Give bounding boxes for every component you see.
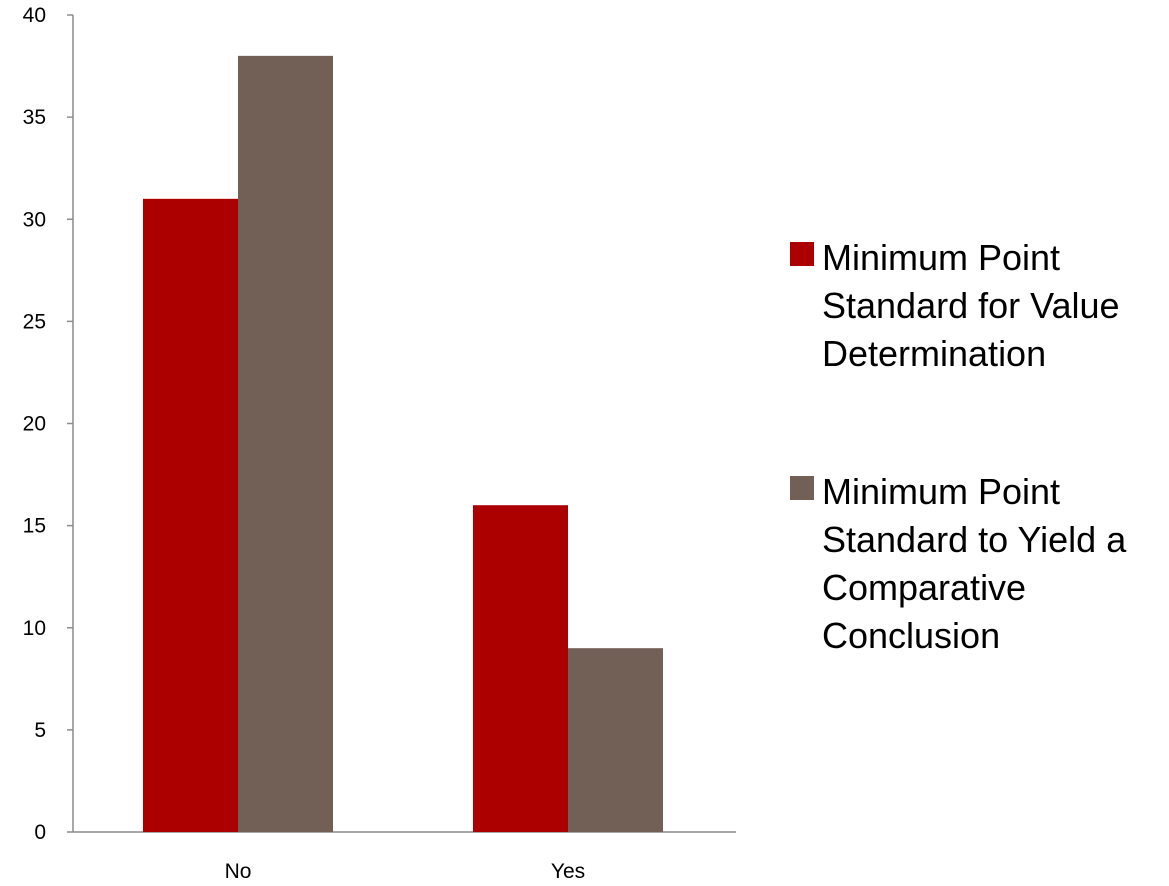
legend: Minimum Point Standard for Value Determina…	[790, 237, 1127, 656]
y-tick-label: 10	[23, 617, 46, 640]
legend-label: Standard to Yield a	[822, 519, 1127, 560]
x-tick-label: No	[225, 860, 252, 883]
legend-swatch	[790, 242, 814, 266]
bar-yes-series-1	[473, 505, 568, 832]
y-tick-label: 35	[23, 106, 46, 129]
bars	[143, 55, 663, 833]
legend-label: Standard for Value	[822, 285, 1120, 326]
legend-label: Minimum Point	[822, 471, 1060, 512]
y-tick-label: 30	[23, 208, 46, 231]
bar-yes-series-2	[568, 648, 663, 832]
legend-label: Minimum Point	[822, 237, 1060, 278]
legend-label: Comparative	[822, 567, 1026, 608]
x-tick-label: Yes	[551, 860, 585, 883]
y-tick-label: 0	[34, 821, 46, 844]
y-tick-label: 40	[23, 4, 46, 27]
y-tick-label: 25	[23, 310, 46, 333]
legend-label: Determination	[822, 333, 1046, 374]
x-axis: No Yes	[73, 831, 736, 883]
y-axis: 0 5 10 15 20 25 30 35 40	[23, 4, 74, 844]
y-tick-label: 15	[23, 515, 46, 538]
legend-swatch	[790, 476, 814, 500]
y-tick-label: 20	[23, 413, 46, 436]
bar-no-series-2	[238, 55, 333, 833]
bar-no-series-1	[143, 198, 238, 832]
legend-label: Conclusion	[822, 615, 1000, 656]
y-tick-label: 5	[34, 719, 46, 742]
